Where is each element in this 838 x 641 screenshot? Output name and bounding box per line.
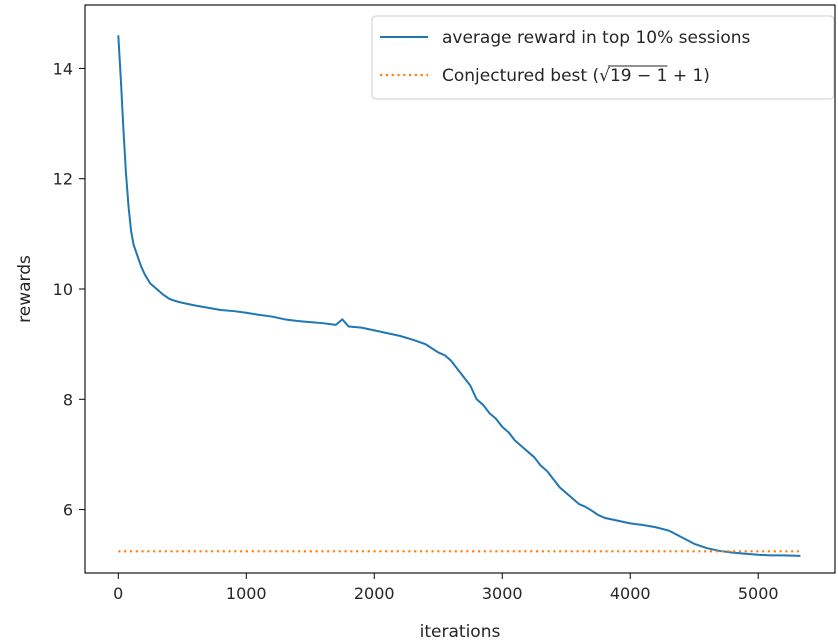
ticks: 0 1000 2000 3000 4000 5000 6 8 10 12 14	[53, 59, 779, 603]
radicand: 19 − 1	[610, 66, 668, 86]
y-tick-label: 8	[63, 390, 73, 409]
y-tick-label: 6	[63, 501, 73, 520]
x-tick-label: 3000	[482, 584, 523, 603]
x-tick-label: 0	[113, 584, 123, 603]
x-tick-label: 2000	[354, 584, 395, 603]
y-tick-label: 12	[53, 170, 73, 189]
series-line-0	[117, 35, 801, 557]
x-tick-label: 5000	[738, 584, 779, 603]
legend-label-average-reward: average reward in top 10% sessions	[442, 28, 751, 48]
legend-box	[371, 15, 835, 100]
legend: average reward in top 10% sessions Conje…	[371, 15, 835, 100]
legend-label-conjectured-best: Conjectured best (√19 − 1 + 1)	[442, 66, 710, 86]
x-tick-label: 1000	[226, 584, 267, 603]
y-axis-label: rewards	[15, 255, 35, 323]
x-axis-label: iterations	[420, 622, 501, 641]
x-tick-label: 4000	[610, 584, 651, 603]
y-tick-label: 10	[53, 280, 73, 299]
y-tick-label: 14	[53, 59, 73, 78]
